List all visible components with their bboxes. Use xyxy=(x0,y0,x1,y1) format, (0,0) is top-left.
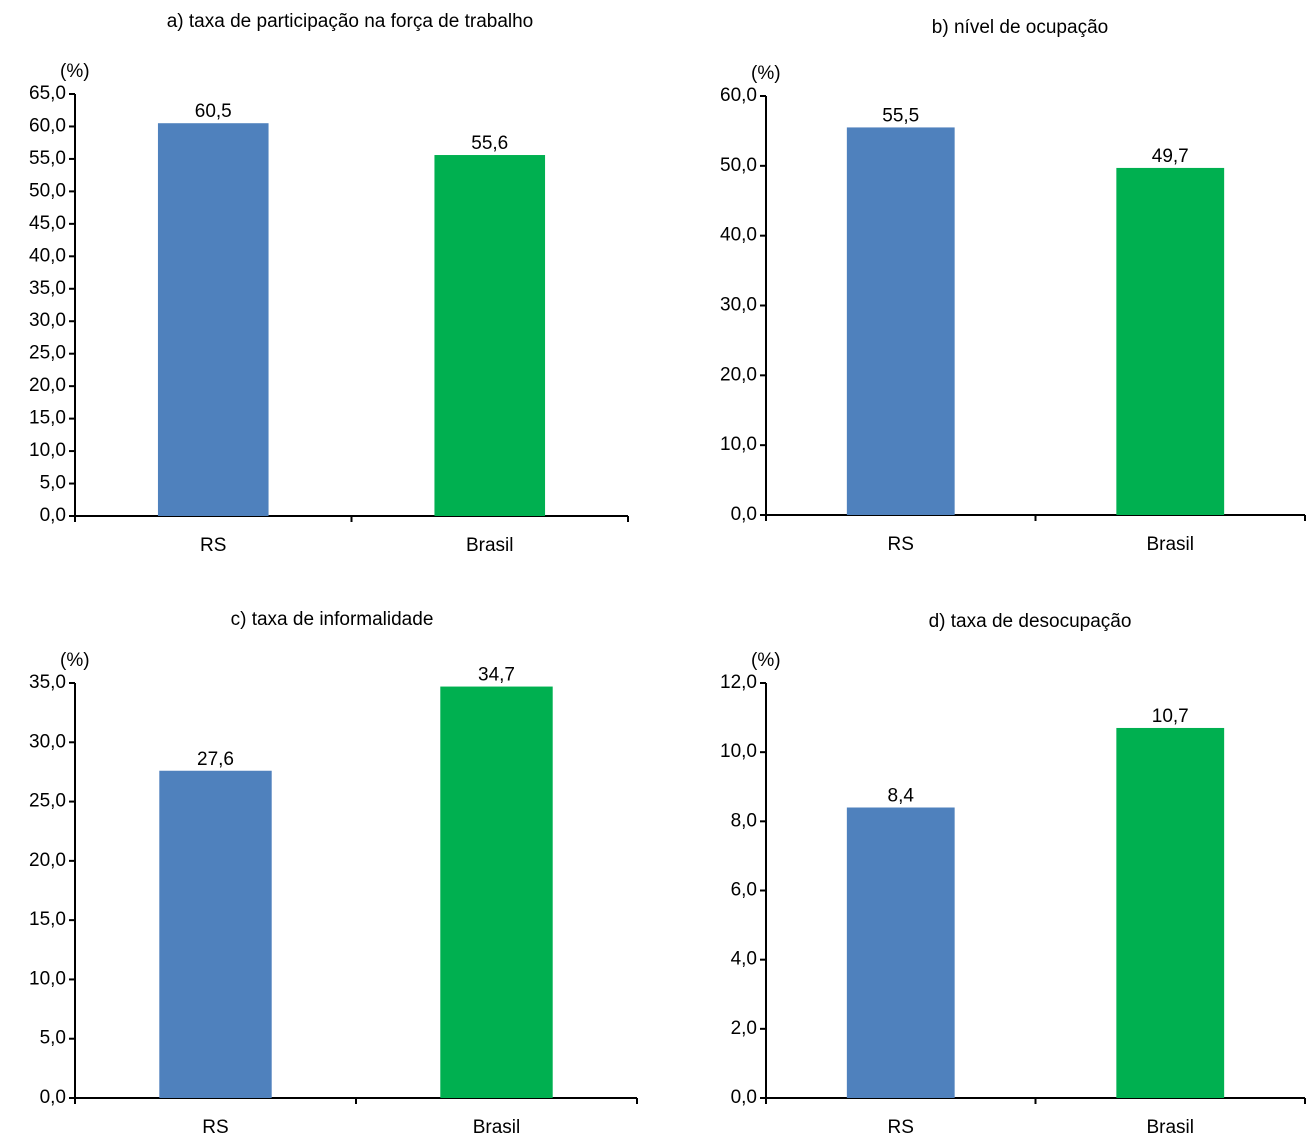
y-tick-label: 20,0 xyxy=(720,364,757,385)
y-tick-label: 15,0 xyxy=(29,408,66,429)
bar xyxy=(440,686,553,1098)
y-tick-label: 30,0 xyxy=(29,310,66,331)
y-tick-label: 40,0 xyxy=(720,225,757,246)
y-tick-label: 2,0 xyxy=(731,1018,757,1039)
y-tick-label: 25,0 xyxy=(29,343,66,364)
y-tick-label: 5,0 xyxy=(40,1028,66,1049)
y-tick-label: 15,0 xyxy=(29,909,66,930)
y-axis-label: (%) xyxy=(60,61,90,82)
value-label: 55,6 xyxy=(471,133,508,154)
y-tick-label: 55,0 xyxy=(29,148,66,169)
y-axis-label: (%) xyxy=(751,63,781,84)
y-tick-label: 30,0 xyxy=(720,295,757,316)
y-tick-label: 8,0 xyxy=(731,810,757,831)
x-tick-label: Brasil xyxy=(473,1117,521,1138)
value-label: 60,5 xyxy=(195,101,232,122)
y-tick-label: 60,0 xyxy=(29,115,66,136)
y-axis-label: (%) xyxy=(60,650,90,671)
y-tick-label: 20,0 xyxy=(29,375,66,396)
y-tick-label: 6,0 xyxy=(731,880,757,901)
y-tick-label: 30,0 xyxy=(29,731,66,752)
bar xyxy=(434,155,546,516)
y-tick-label: 12,0 xyxy=(720,672,757,693)
y-tick-label: 20,0 xyxy=(29,850,66,871)
chart-title: b) nível de ocupação xyxy=(932,17,1108,38)
value-label: 10,7 xyxy=(1152,706,1189,727)
chart-title: d) taxa de desocupação xyxy=(929,611,1132,632)
y-axis-label: (%) xyxy=(751,650,781,671)
y-tick-label: 25,0 xyxy=(29,791,66,812)
y-tick-label: 50,0 xyxy=(29,180,66,201)
y-tick-label: 45,0 xyxy=(29,213,66,234)
chart-title: c) taxa de informalidade xyxy=(231,609,434,630)
x-tick-label: Brasil xyxy=(1146,1117,1194,1138)
y-tick-label: 10,0 xyxy=(29,440,66,461)
x-tick-label: RS xyxy=(888,534,914,555)
value-label: 49,7 xyxy=(1152,146,1189,167)
value-label: 34,7 xyxy=(478,665,515,686)
y-tick-label: 4,0 xyxy=(731,949,757,970)
y-tick-label: 10,0 xyxy=(29,968,66,989)
chart-title: a) taxa de participação na força de trab… xyxy=(167,11,534,32)
bar xyxy=(157,123,269,516)
value-label: 55,5 xyxy=(882,105,919,126)
value-label: 27,6 xyxy=(197,749,234,770)
y-tick-label: 0,0 xyxy=(40,505,66,526)
value-label: 8,4 xyxy=(888,786,915,807)
y-tick-label: 65,0 xyxy=(29,83,66,104)
y-tick-label: 60,0 xyxy=(720,85,757,106)
y-tick-label: 0,0 xyxy=(731,1087,757,1108)
x-tick-label: RS xyxy=(200,535,226,556)
y-tick-label: 10,0 xyxy=(720,434,757,455)
y-tick-label: 35,0 xyxy=(29,672,66,693)
x-tick-label: Brasil xyxy=(1146,534,1194,555)
y-tick-label: 10,0 xyxy=(720,741,757,762)
x-tick-label: RS xyxy=(202,1117,228,1138)
bar xyxy=(1116,167,1225,515)
y-tick-label: 0,0 xyxy=(731,504,757,525)
bar xyxy=(846,807,955,1098)
y-tick-label: 0,0 xyxy=(40,1087,66,1108)
x-tick-label: RS xyxy=(888,1117,914,1138)
y-tick-label: 5,0 xyxy=(40,473,66,494)
y-tick-label: 40,0 xyxy=(29,245,66,266)
bar xyxy=(159,770,272,1098)
y-tick-label: 50,0 xyxy=(720,155,757,176)
x-tick-label: Brasil xyxy=(466,535,514,556)
bar xyxy=(846,127,955,516)
bar xyxy=(1116,727,1225,1098)
y-tick-label: 35,0 xyxy=(29,278,66,299)
